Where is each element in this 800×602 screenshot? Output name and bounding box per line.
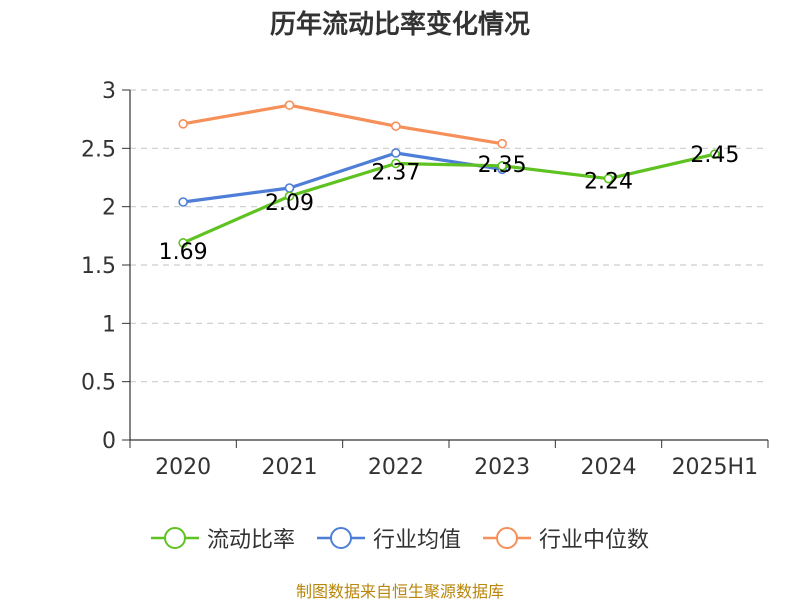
data-point	[284, 100, 295, 110]
y-tick-label: 2	[102, 196, 116, 221]
x-tick-label: 2024	[581, 455, 637, 480]
x-tick-label: 2022	[368, 455, 424, 480]
legend-swatch	[150, 527, 199, 549]
x-tick-label: 2020	[155, 455, 211, 480]
data-point	[391, 158, 401, 169]
legend-label: 行业中位数	[539, 528, 650, 553]
data-point	[178, 238, 188, 248]
data-label: 2.37	[371, 161, 420, 186]
legend-swatch	[316, 527, 365, 549]
data-label: 2.45	[690, 143, 739, 168]
legend-label: 行业均值	[372, 528, 461, 553]
data-point	[284, 191, 295, 201]
legend-item[interactable]: 流动比率	[150, 522, 295, 554]
y-tick-label: 1.5	[81, 254, 116, 279]
data-point	[710, 149, 720, 159]
legend: 流动比率 行业均值 行业中位数	[0, 518, 800, 558]
chart-title: 历年流动比率变化情况	[269, 10, 530, 40]
data-point	[391, 148, 401, 158]
data-point	[497, 161, 507, 171]
legend-label: 流动比率	[206, 528, 295, 553]
legend-swatch	[483, 527, 531, 549]
data-point	[178, 197, 188, 207]
y-tick-label: 2.5	[81, 137, 116, 162]
data-label: 2.35	[478, 153, 527, 178]
legend-item[interactable]: 行业中位数	[483, 522, 649, 554]
source-note: 制图数据来自恒生聚源数据库	[295, 582, 504, 601]
y-tick-label: 0	[102, 429, 116, 454]
y-tick-label: 1	[102, 312, 116, 337]
data-point	[391, 121, 401, 131]
x-tick-label: 2021	[262, 455, 318, 480]
data-label: 2.24	[584, 170, 633, 195]
data-point	[603, 173, 614, 184]
legend-item[interactable]: 行业均值	[316, 522, 461, 554]
x-tick-label: 2023	[474, 455, 530, 480]
data-point	[497, 138, 507, 149]
series-line-1	[182, 151, 503, 204]
x-tick-label: 2025H1	[672, 455, 759, 480]
data-label: 2.09	[265, 191, 314, 216]
series-line-2	[182, 103, 503, 146]
series-line-0	[182, 152, 716, 245]
y-tick-label: 3	[102, 79, 116, 104]
y-tick-label: 0.5	[81, 371, 116, 396]
data-point	[178, 119, 188, 129]
data-label: 1.69	[159, 240, 208, 265]
